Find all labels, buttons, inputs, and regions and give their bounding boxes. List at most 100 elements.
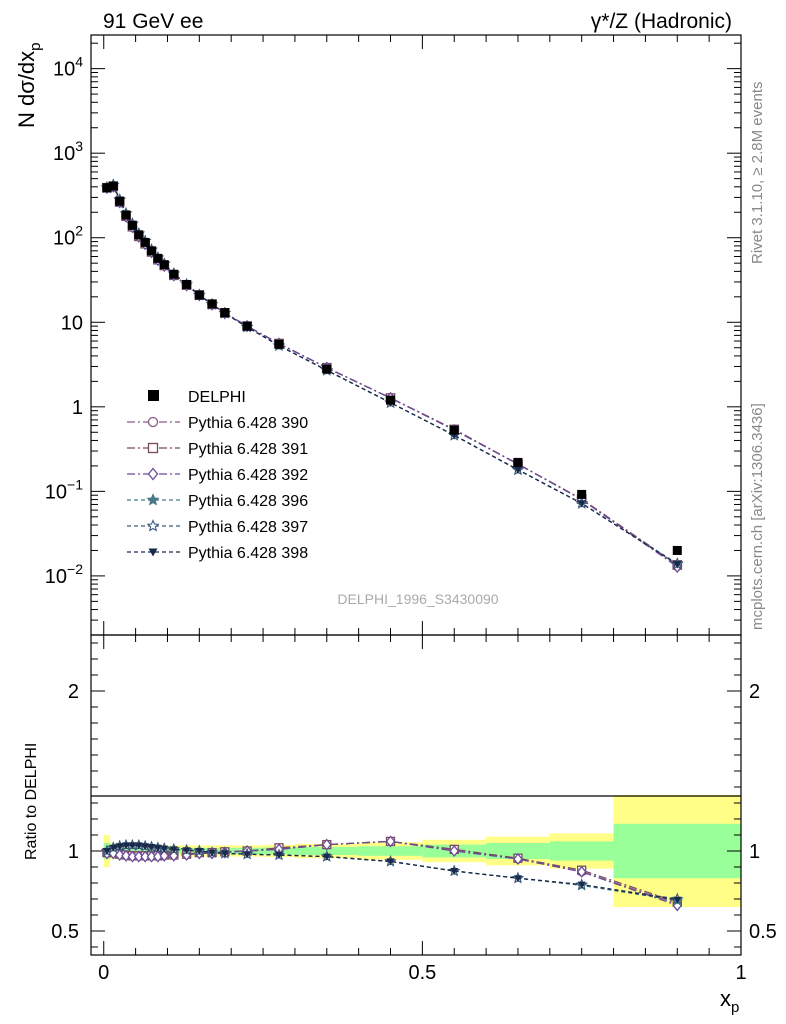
legend-label: Pythia 6.428 391	[188, 441, 308, 458]
ratio-series-point	[153, 844, 162, 852]
ratio-frame	[90, 634, 742, 956]
series-point	[673, 561, 682, 569]
main-y-tick-label: 104	[53, 54, 83, 81]
legend-marker	[147, 467, 159, 481]
series-point	[513, 466, 523, 474]
ratio-x-tick-label: 1	[735, 962, 746, 984]
ratio-series-point	[146, 850, 157, 863]
ratio-series-point	[450, 868, 459, 875]
ratio-series-point	[159, 849, 170, 862]
ratio-series-point	[321, 838, 332, 851]
delphi-point	[147, 246, 157, 256]
delphi-point	[182, 279, 192, 289]
ratio-series-point	[182, 847, 191, 855]
delphi-point	[672, 545, 682, 555]
delphi-point	[386, 395, 396, 405]
ratio-series-point	[147, 844, 156, 851]
ratio-y-tick-label-right: 1	[749, 841, 760, 863]
delphi-point	[102, 183, 112, 193]
delphi-point	[169, 269, 179, 279]
rivet-version-text: Rivet 3.1.10, ≥ 2.8M events	[749, 82, 766, 265]
ratio-uncertainty-bands	[103, 795, 741, 907]
ratio-axis-ticks: 0.5 0.51 12 20 0.5 1	[51, 635, 777, 984]
ratio-series-point	[133, 850, 144, 863]
main-axis-ticks: 10−2 10−1 1 10 102 103 104	[45, 35, 742, 636]
main-y-tick-label: 102	[53, 223, 83, 250]
legend-item: Pythia 6.428 397	[127, 519, 308, 536]
legend-marker	[148, 548, 158, 557]
ratio-series-point	[513, 852, 523, 866]
delphi-point	[207, 299, 217, 309]
series-p391	[102, 181, 683, 570]
ratio-series-point	[220, 850, 229, 858]
legend-marker-delphi	[148, 390, 159, 401]
delphi-point	[577, 489, 587, 499]
ratio-panel: Ratio to DELPHI 0.5 0.51 12 20 0.5 1 xp	[23, 634, 777, 1016]
series-p397	[100, 178, 684, 570]
legend-label: Pythia 6.428 396	[188, 493, 308, 510]
ratio-series-layer	[100, 835, 684, 912]
legend-item: Pythia 6.428 391	[127, 441, 308, 458]
ratio-series-point	[160, 845, 169, 853]
ratio-series-point	[385, 835, 396, 848]
ratio-series-point	[449, 844, 460, 858]
ratio-series-point	[513, 875, 522, 883]
header-right: γ*/Z (Hadronic)	[591, 10, 732, 33]
band-inner	[358, 846, 423, 856]
series-p390	[102, 181, 683, 572]
series-line	[106, 184, 678, 565]
delphi-point	[513, 457, 523, 467]
ratio-y-tick-label: 0.5	[51, 921, 79, 943]
main-y-tick-label: 103	[53, 138, 83, 165]
ratio-series-point	[208, 849, 217, 857]
ratio-series-point	[134, 842, 143, 850]
legend-item: Pythia 6.428 396	[127, 493, 308, 510]
ratio-y-tick-label: 2	[68, 681, 79, 703]
ratio-series-p398	[102, 842, 682, 904]
ratio-series-point	[127, 850, 138, 863]
series-delphi	[102, 181, 682, 555]
ratio-series-p392	[102, 835, 683, 912]
main-y-tick-label: 10−2	[45, 561, 83, 588]
delphi-point	[220, 308, 230, 318]
delphi-point	[115, 196, 125, 206]
ratio-series-point	[121, 849, 131, 862]
legend-label: Pythia 6.428 398	[188, 545, 308, 562]
series-p398	[102, 181, 682, 569]
legend: DELPHI Pythia 6.428 390 Pythia 6.428 391 Py…	[127, 389, 308, 562]
delphi-point	[449, 425, 459, 435]
ratio-x-tick-label: 0.5	[408, 962, 436, 984]
main-series-layer	[100, 178, 684, 574]
legend-item: Pythia 6.428 390	[127, 415, 308, 432]
delphi-point	[121, 210, 131, 220]
ratio-series-point	[577, 881, 586, 889]
ratio-y-tick-label-right: 0.5	[749, 921, 777, 943]
legend-label: Pythia 6.428 392	[188, 467, 308, 484]
ratio-series-point	[140, 850, 150, 863]
legend-label: Pythia 6.428 390	[188, 415, 308, 432]
legend-item: Pythia 6.428 392	[127, 467, 308, 484]
legend-marker	[146, 519, 160, 532]
series-p392	[101, 180, 683, 574]
analysis-watermark: DELPHI_1996_S3430090	[337, 591, 498, 607]
main-y-tick-label: 10−1	[45, 476, 83, 503]
ratio-series-point	[128, 842, 137, 850]
header-left: 91 GeV ee	[103, 10, 203, 33]
ratio-xlabel: xp	[720, 986, 739, 1016]
band-inner	[486, 843, 550, 859]
main-panel: N dσ/dxp 10−2 10−1 1 10 102 103 104 DELPHI_199…	[14, 34, 742, 636]
ratio-series-point	[115, 843, 124, 851]
delphi-point	[153, 253, 163, 263]
series-point	[577, 500, 586, 508]
delphi-point	[159, 260, 169, 270]
main-y-tick-label: 10	[61, 312, 83, 334]
legend-label: Pythia 6.428 397	[188, 519, 308, 536]
band-inner	[613, 823, 741, 879]
legend-item: DELPHI	[148, 389, 246, 406]
main-ylabel: N dσ/dxp	[14, 42, 44, 128]
ratio-ylabel: Ratio to DELPHI	[23, 743, 40, 860]
legend-marker	[147, 442, 159, 454]
ratio-series-point	[243, 851, 252, 859]
ratio-series-point	[114, 848, 125, 862]
